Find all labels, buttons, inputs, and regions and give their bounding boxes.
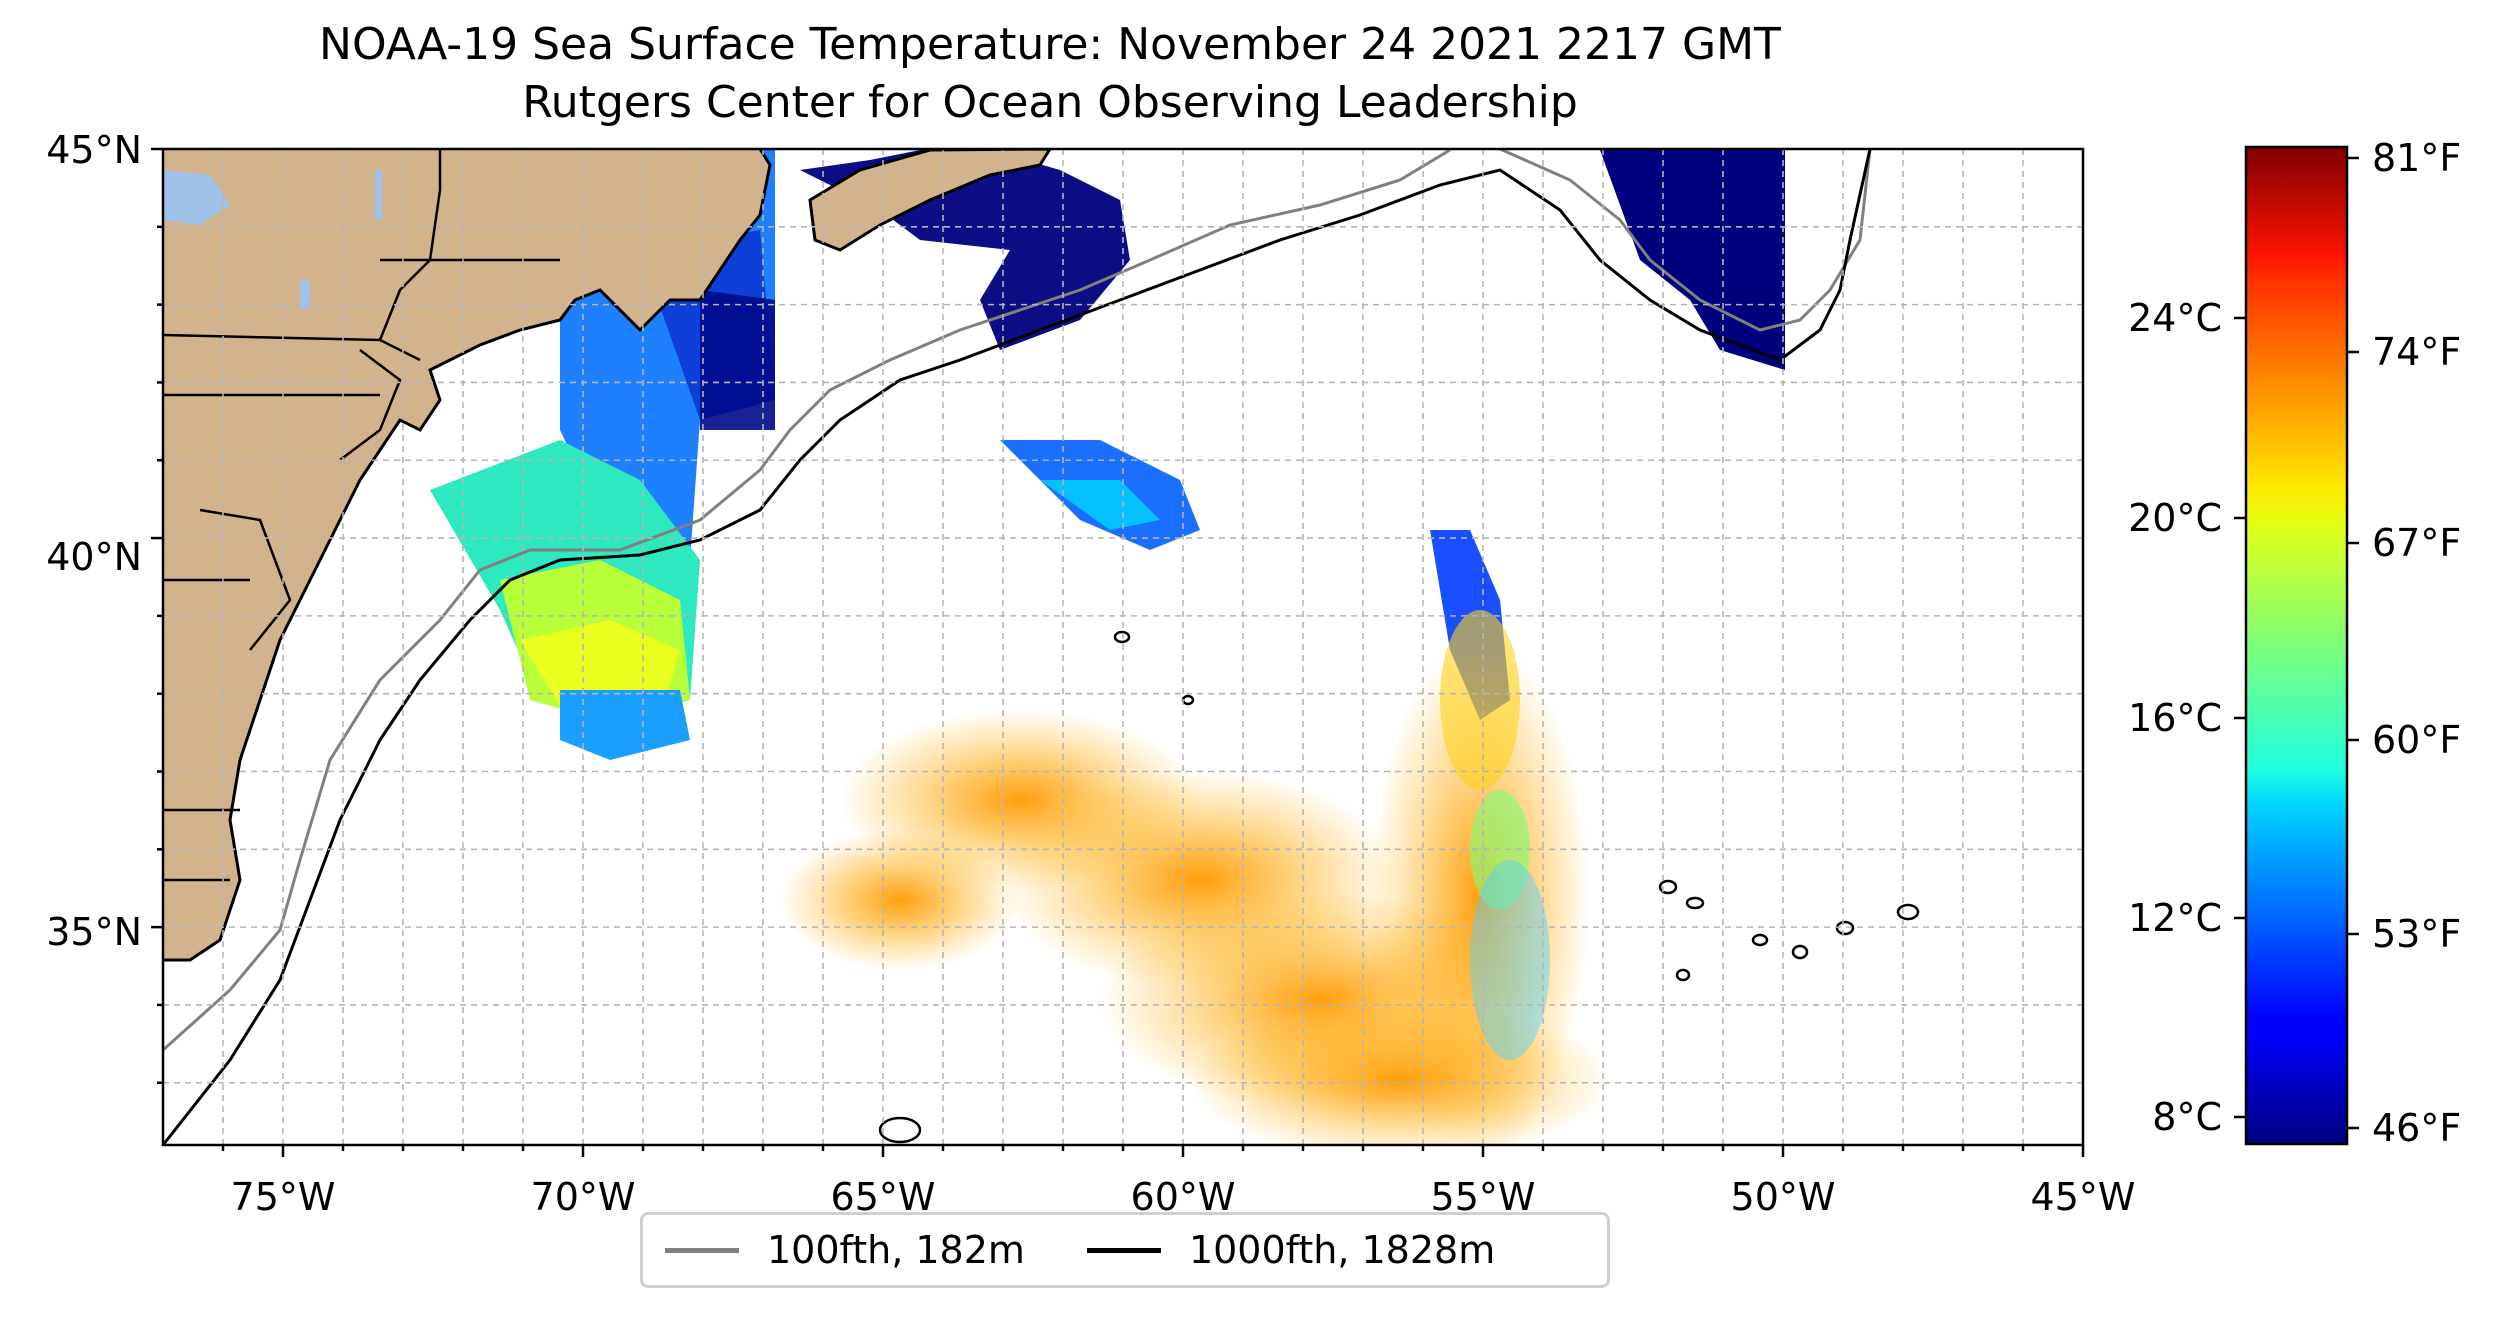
gridlines — [163, 149, 2083, 1145]
longitude-axis: 75°W 70°W 65°W 60°W 55°W 50°W 45°W — [221, 1145, 2136, 1219]
celsius-tick-label: 16°C — [2128, 696, 2222, 740]
legend-line-gray — [665, 1247, 739, 1253]
state-borders — [163, 149, 560, 882]
colorbar-gradient — [2244, 145, 2349, 1146]
legend-item-1000fth: 1000fth, 1828m — [1086, 1228, 1496, 1272]
lat-tick-label: 45°N — [46, 128, 142, 172]
lon-tick-label: 60°W — [1131, 1175, 1236, 1219]
lon-tick-label: 45°W — [2031, 1175, 2136, 1219]
lon-tick-label: 75°W — [231, 1175, 336, 1219]
map-title: NOAA-19 Sea Surface Temperature: Novembe… — [319, 19, 1781, 70]
fahrenheit-tick-label: 74°F — [2372, 330, 2461, 374]
lon-tick-label: 70°W — [531, 1175, 636, 1219]
legend-label: 1000fth, 1828m — [1188, 1228, 1496, 1272]
legend: 100fth, 182m 1000fth, 1828m — [640, 1212, 1610, 1288]
map-panel — [163, 149, 2083, 1145]
latitude-axis: 45°N 40°N 35°N — [46, 128, 163, 1084]
colorbar: 24°C 20°C 16°C 12°C 8°C 81°F 74°F 67°F 6… — [2128, 136, 2461, 1150]
lakes — [163, 170, 382, 308]
celsius-ticks: 24°C 20°C 16°C 12°C 8°C — [2128, 296, 2246, 1139]
lon-tick-label: 50°W — [1731, 1175, 1836, 1219]
fahrenheit-tick-label: 81°F — [2372, 136, 2461, 180]
legend-item-100fth: 100fth, 182m — [665, 1228, 1025, 1272]
celsius-tick-label: 12°C — [2128, 896, 2222, 940]
lat-tick-label: 40°N — [46, 535, 142, 579]
lon-tick-label: 65°W — [831, 1175, 936, 1219]
land-north-america — [163, 149, 770, 960]
fahrenheit-tick-label: 67°F — [2372, 521, 2461, 565]
lon-tick-label: 55°W — [1431, 1175, 1536, 1219]
lat-tick-label: 35°N — [46, 910, 142, 954]
celsius-tick-label: 20°C — [2128, 496, 2222, 540]
sst-patches-south — [780, 610, 1610, 1145]
celsius-tick-label: 8°C — [2152, 1095, 2222, 1139]
fahrenheit-tick-label: 46°F — [2372, 1106, 2461, 1150]
fahrenheit-ticks: 81°F 74°F 67°F 60°F 53°F 46°F — [2347, 136, 2461, 1150]
celsius-tick-label: 24°C — [2128, 296, 2222, 340]
legend-label: 100fth, 182m — [767, 1228, 1025, 1272]
fahrenheit-tick-label: 53°F — [2372, 912, 2461, 956]
map-subtitle: Rutgers Center for Ocean Observing Leade… — [522, 77, 1578, 128]
bathymetry-1000fth — [163, 149, 1872, 1145]
legend-line-black — [1086, 1247, 1161, 1253]
fahrenheit-tick-label: 60°F — [2372, 718, 2461, 762]
coastline — [163, 149, 1052, 962]
